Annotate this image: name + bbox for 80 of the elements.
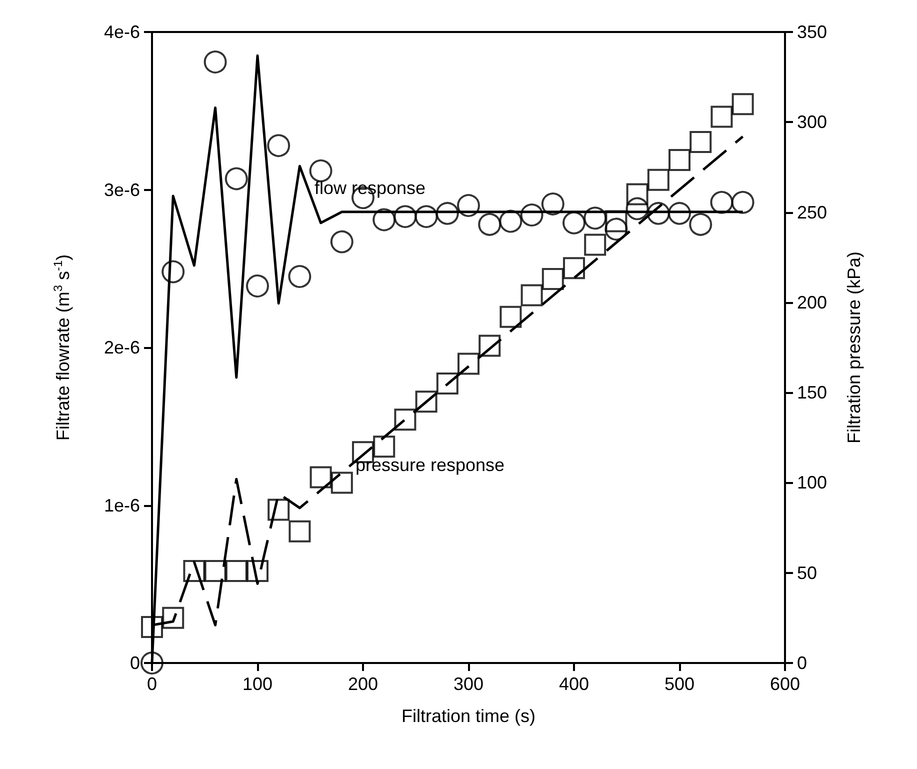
point — [267, 134, 290, 158]
point — [288, 520, 311, 542]
point — [604, 218, 628, 241]
point — [268, 498, 290, 521]
point — [458, 352, 480, 375]
point — [246, 274, 269, 298]
point — [373, 436, 396, 458]
x-tick-label: 100 — [242, 674, 273, 694]
y2-tick-label: 0 — [797, 653, 808, 673]
point — [584, 206, 607, 230]
point — [542, 268, 564, 290]
point — [605, 210, 628, 232]
point — [668, 202, 691, 225]
point — [204, 560, 226, 582]
y2-tick-label: 150 — [797, 382, 828, 403]
x-tick-label: 400 — [558, 674, 590, 694]
point — [731, 190, 754, 214]
point — [436, 202, 459, 225]
point — [689, 212, 712, 236]
point — [162, 260, 185, 284]
point — [225, 560, 248, 582]
y2-axis-title: Filtration pressure (kPa) — [844, 251, 864, 444]
point — [288, 265, 312, 288]
point — [668, 149, 690, 172]
point — [330, 230, 354, 254]
point — [372, 208, 396, 232]
point — [500, 306, 522, 328]
point — [162, 606, 184, 629]
point — [310, 466, 332, 488]
point — [183, 560, 206, 582]
point — [710, 106, 733, 128]
y2-tick-label: 200 — [797, 292, 828, 312]
point — [520, 284, 543, 306]
point — [710, 190, 734, 214]
point — [309, 159, 332, 182]
y-tick-label: 1e-6 — [104, 495, 140, 516]
point — [478, 334, 501, 357]
point — [690, 130, 712, 153]
annotation: flow response — [314, 178, 426, 198]
point — [394, 408, 416, 431]
point — [584, 234, 606, 256]
annotation: pressure response — [355, 455, 505, 475]
point — [626, 197, 649, 220]
y2-tick-label: 250 — [797, 202, 828, 222]
x-tick-label: 200 — [348, 674, 378, 694]
point — [394, 205, 417, 228]
point — [204, 50, 227, 74]
point — [647, 168, 670, 191]
y-tick-label: 3e-6 — [104, 180, 140, 200]
point — [140, 652, 164, 674]
x-tick-label: 500 — [664, 674, 695, 694]
point — [246, 560, 268, 582]
point — [478, 212, 502, 236]
y-axis-title: Filtrate flowrate (m3 s-1) — [51, 254, 73, 441]
point — [414, 205, 438, 228]
y2-tick-label: 300 — [797, 112, 828, 132]
y2-tick-label: 100 — [797, 472, 828, 493]
point — [541, 192, 564, 216]
point — [141, 616, 163, 638]
x-tick-label: 600 — [770, 674, 800, 694]
point — [732, 93, 754, 116]
y-tick-label: 2e-6 — [104, 338, 140, 358]
y2-tick-label: 350 — [797, 22, 828, 42]
point — [415, 390, 438, 413]
point — [626, 183, 648, 206]
x-tick-label: 300 — [453, 674, 484, 694]
point — [499, 210, 522, 233]
point — [436, 372, 458, 395]
point — [646, 202, 670, 225]
point — [330, 472, 353, 494]
y-tick-label: 4e-6 — [104, 22, 140, 42]
x-tick-label: 0 — [146, 674, 158, 694]
point — [457, 194, 480, 218]
point — [520, 203, 544, 226]
y-tick-label: 0 — [130, 653, 140, 673]
point — [224, 167, 248, 190]
point — [562, 211, 586, 234]
x-axis-title: Filtration time (s) — [401, 706, 536, 726]
y2-tick-label: 50 — [797, 562, 818, 583]
point — [563, 257, 585, 280]
